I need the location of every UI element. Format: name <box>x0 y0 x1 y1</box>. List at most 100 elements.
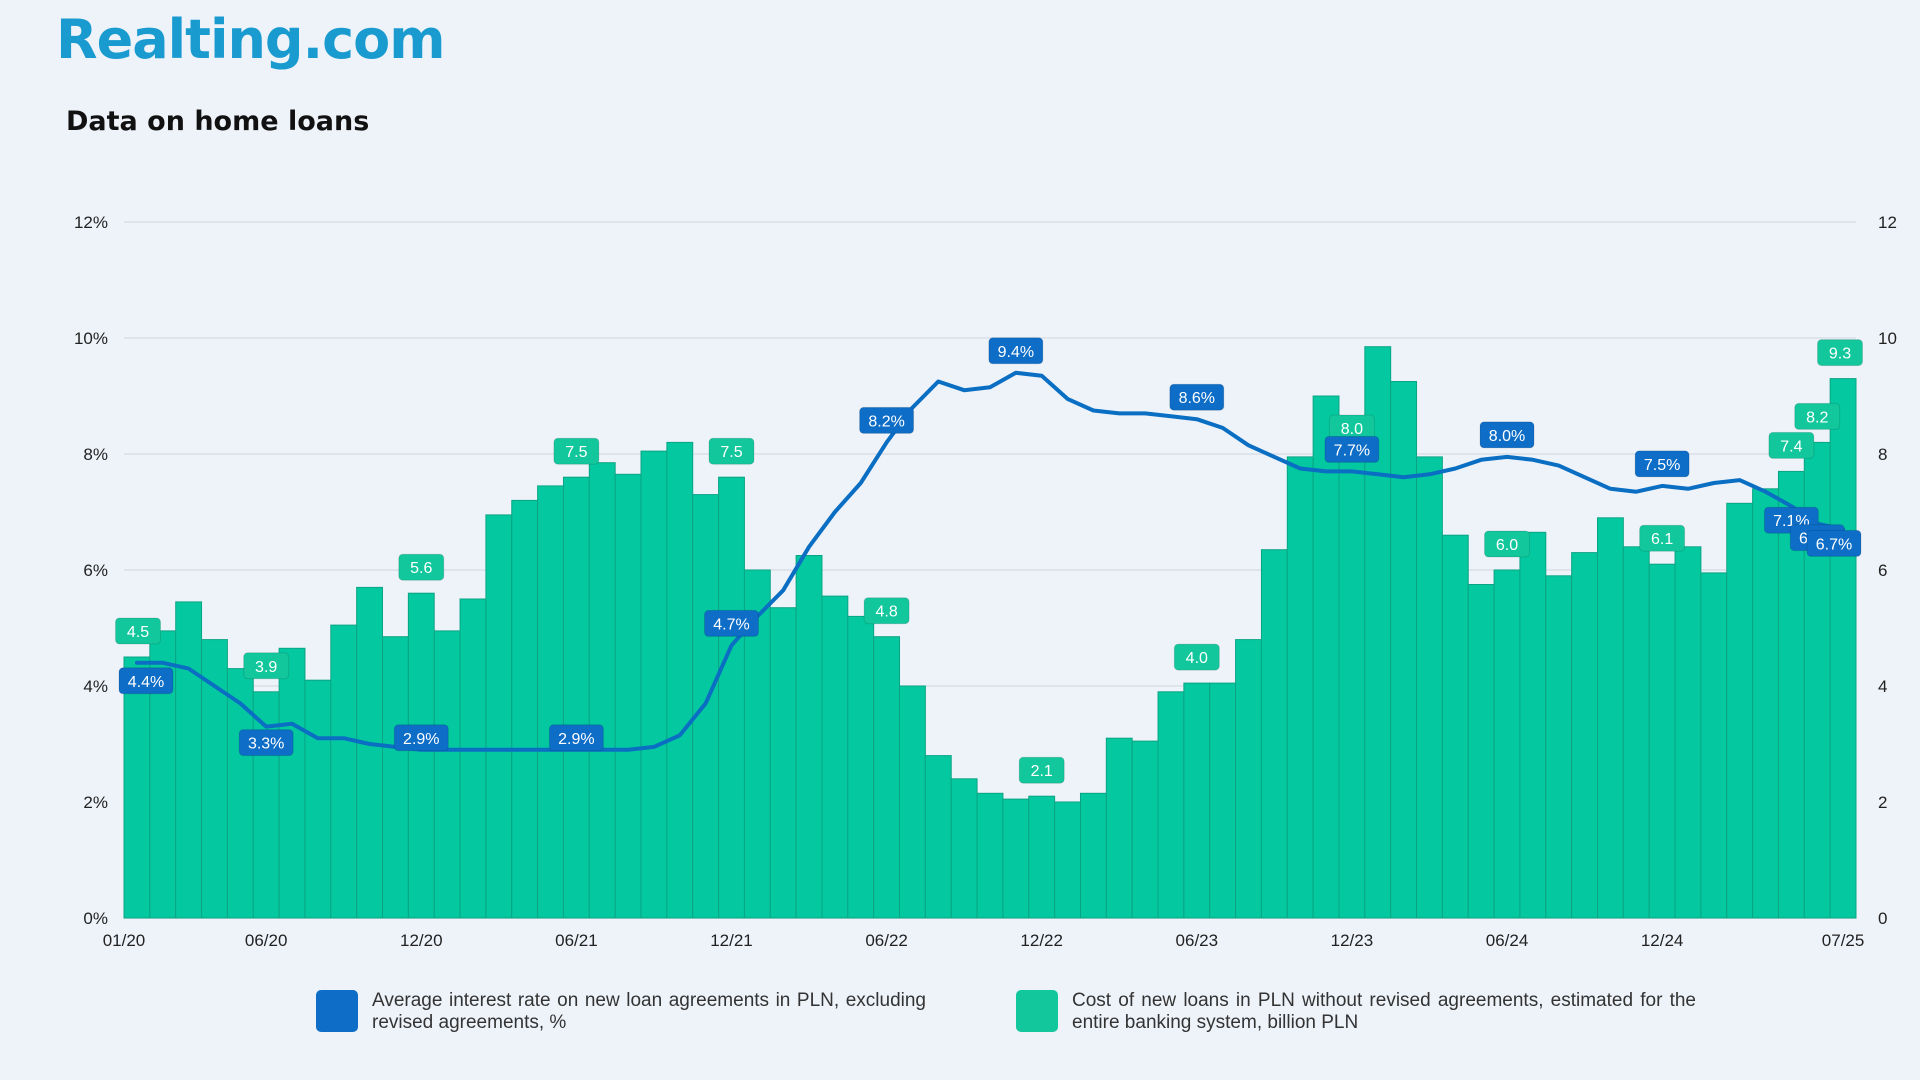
line-data-label: 2.9% <box>403 731 439 748</box>
bar <box>1700 572 1728 919</box>
bar <box>1312 395 1340 919</box>
bar <box>562 476 590 919</box>
legend-swatch-interest-rate <box>316 990 358 1032</box>
bar <box>1752 488 1779 919</box>
bar <box>1571 552 1598 919</box>
x-tick-label: 06/21 <box>555 931 598 950</box>
line-data-label: 4.4% <box>128 674 164 691</box>
bar <box>924 755 952 919</box>
y-tick-label-left: 0% <box>83 909 108 928</box>
bar <box>692 494 720 919</box>
bar <box>1079 792 1107 919</box>
bar <box>1260 549 1288 919</box>
bar <box>1545 575 1573 919</box>
bar-data-label-box <box>1794 402 1841 430</box>
bar <box>1674 546 1702 919</box>
bar <box>485 514 513 919</box>
line-data-label: 8.6% <box>1179 390 1215 407</box>
bar-data-label: 7.4 <box>1780 438 1802 455</box>
bar <box>1054 801 1081 919</box>
x-tick-label: 12/22 <box>1020 931 1063 950</box>
bar-data-label: 6.0 <box>1496 537 1518 554</box>
line-data-label-box <box>1634 450 1690 478</box>
bar <box>278 647 306 919</box>
y-tick-label-right: 6 <box>1878 561 1887 580</box>
bar <box>1157 691 1185 919</box>
line-data-label: 7.5% <box>1644 457 1680 474</box>
line-data-label: 8.0% <box>1489 428 1525 445</box>
bar <box>950 778 978 919</box>
bar-data-label-box <box>1018 756 1065 784</box>
legend-item-loan-cost: Cost of new loans in PLN without revised… <box>1016 990 1696 1034</box>
line-data-label-box <box>238 729 294 757</box>
line-data-label: 2.9% <box>558 731 594 748</box>
bar-data-label: 8.2 <box>1806 409 1828 426</box>
bar-data-label-box <box>708 437 755 465</box>
bar <box>795 555 823 919</box>
y-tick-label-right: 12 <box>1878 213 1897 232</box>
x-tick-label: 06/22 <box>865 931 908 950</box>
y-tick-label-left: 12% <box>74 213 108 232</box>
bar <box>433 630 461 919</box>
y-tick-label-left: 10% <box>74 329 108 348</box>
bar <box>1183 682 1211 919</box>
bar-data-label-box <box>1484 530 1531 558</box>
bar <box>1235 639 1262 919</box>
bar <box>1726 502 1754 919</box>
bar <box>175 601 203 919</box>
line-data-label: 4.7% <box>713 616 749 633</box>
bar-data-label: 4.5 <box>127 624 149 641</box>
bar-data-label: 9.3 <box>1829 346 1851 363</box>
y-tick-label-left: 6% <box>83 561 108 580</box>
bar <box>1209 682 1237 919</box>
line-data-label: 8.2% <box>868 413 904 430</box>
bar-data-label: 2.1 <box>1031 763 1053 780</box>
bar <box>1493 569 1521 919</box>
legend-label-interest-rate: Average interest rate on new loan agreem… <box>372 990 926 1033</box>
legend-swatch-loan-cost <box>1016 990 1058 1032</box>
bar-data-label-box <box>115 617 161 645</box>
x-tick-label: 06/23 <box>1176 931 1219 950</box>
bar <box>1131 740 1159 919</box>
x-tick-label: 01/20 <box>103 931 146 950</box>
bar <box>873 636 901 919</box>
bar-data-label: 8.0 <box>1341 421 1363 438</box>
bar-data-label-box <box>1768 431 1815 459</box>
legend-label-loan-cost: Cost of new loans in PLN without revised… <box>1072 990 1696 1033</box>
bar <box>821 595 849 919</box>
bar <box>1002 798 1030 919</box>
bar <box>1648 563 1676 919</box>
bar <box>537 485 564 919</box>
bar <box>382 636 409 919</box>
bar <box>847 615 875 919</box>
bar-data-label-box <box>1639 524 1686 552</box>
line-data-label: 7.7% <box>1334 442 1370 459</box>
bar-data-label-box <box>1817 339 1863 367</box>
bar <box>1441 534 1469 919</box>
bar-data-label: 5.6 <box>410 560 432 577</box>
bar <box>614 473 642 919</box>
brand-logo: Realting.com <box>56 8 445 71</box>
bar <box>330 624 358 919</box>
bar <box>407 592 435 919</box>
bar <box>588 462 616 919</box>
bar-data-label: 4.8 <box>875 604 897 621</box>
x-tick-label: 07/25 <box>1822 931 1865 950</box>
legend-item-interest-rate: Average interest rate on new loan agreem… <box>316 990 926 1034</box>
bar <box>1829 378 1857 919</box>
line-data-label-box <box>988 337 1044 365</box>
bar-data-label-box <box>243 652 290 680</box>
bar <box>123 656 151 919</box>
line-data-label-box <box>1806 529 1862 557</box>
bar <box>356 586 384 919</box>
bar <box>718 476 745 919</box>
bar <box>899 685 926 919</box>
bar <box>1105 737 1133 919</box>
y-tick-label-right: 0 <box>1878 909 1887 928</box>
bar <box>304 679 332 919</box>
y-tick-label-right: 10 <box>1878 329 1897 348</box>
y-tick-label-right: 8 <box>1878 445 1887 464</box>
bar-data-label-box <box>1173 643 1220 671</box>
bar <box>1622 546 1650 919</box>
